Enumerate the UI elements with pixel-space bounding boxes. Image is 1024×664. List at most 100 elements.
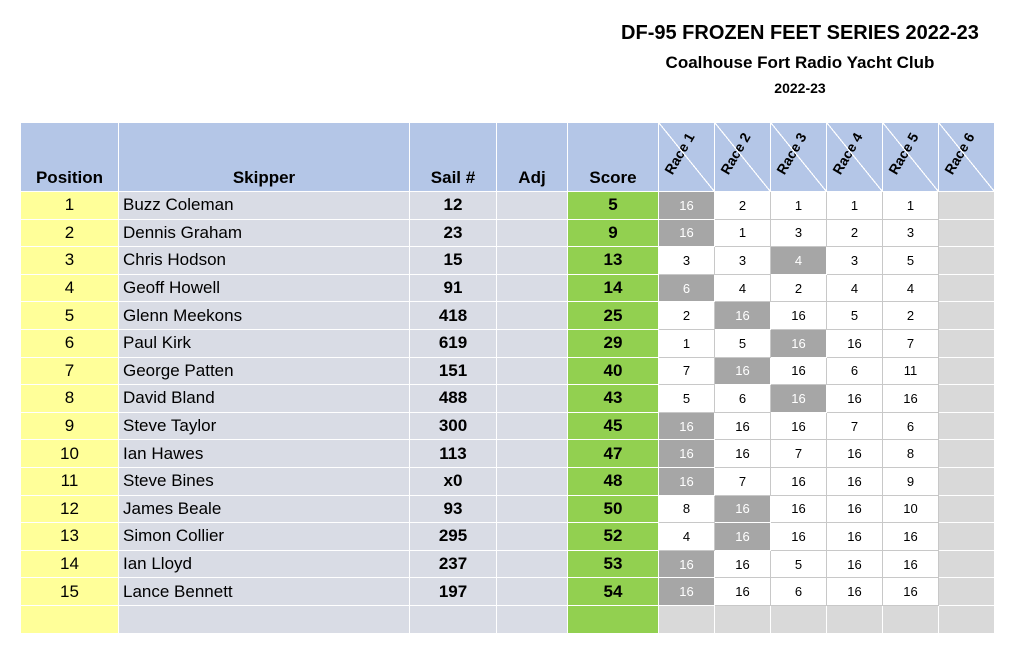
position-cell[interactable]: 15	[20, 577, 119, 606]
sail-number-cell[interactable]: x0	[409, 466, 497, 496]
sail-number-cell[interactable]: 300	[409, 411, 497, 441]
race-6-cell[interactable]	[938, 246, 995, 275]
race-3-cell[interactable]: 16	[770, 466, 827, 496]
race-2-cell[interactable]: 1	[714, 218, 771, 248]
race-1-cell[interactable]: 16	[658, 466, 715, 496]
race-4-cell[interactable]: 4	[826, 273, 883, 303]
skipper-cell[interactable]: Ian Lloyd	[118, 549, 410, 579]
skipper-cell[interactable]: Buzz Coleman	[118, 191, 410, 220]
adj-cell[interactable]	[496, 494, 568, 524]
race-5-cell[interactable]: 7	[882, 328, 939, 358]
column-header-race-1[interactable]: Race 1	[658, 122, 715, 192]
race-6-cell[interactable]	[938, 549, 995, 579]
adj-cell[interactable]	[496, 411, 568, 441]
skipper-cell[interactable]: George Patten	[118, 356, 410, 386]
race-6-cell[interactable]	[938, 439, 995, 468]
race-1-cell[interactable]: 5	[658, 384, 715, 413]
score-cell[interactable]	[567, 604, 659, 634]
race-4-cell[interactable]: 16	[826, 549, 883, 579]
adj-cell[interactable]	[496, 466, 568, 496]
race-5-cell[interactable]: 16	[882, 384, 939, 413]
position-cell[interactable]: 5	[20, 301, 119, 330]
race-5-cell[interactable]: 4	[882, 273, 939, 303]
race-2-cell[interactable]: 16	[714, 411, 771, 441]
score-cell[interactable]: 14	[567, 273, 659, 303]
race-2-cell[interactable]: 16	[714, 494, 771, 524]
race-1-cell[interactable]: 2	[658, 301, 715, 330]
skipper-cell[interactable]: Lance Bennett	[118, 577, 410, 606]
table-row[interactable]: 8 David Bland 488 43 5 6 16 16 16	[20, 384, 995, 413]
race-4-cell[interactable]: 1	[826, 191, 883, 220]
skipper-cell[interactable]: Simon Collier	[118, 522, 410, 551]
score-cell[interactable]: 52	[567, 522, 659, 551]
race-1-cell[interactable]: 1	[658, 328, 715, 358]
race-4-cell[interactable]: 16	[826, 466, 883, 496]
race-4-cell[interactable]: 16	[826, 522, 883, 551]
race-5-cell[interactable]: 8	[882, 439, 939, 468]
score-cell[interactable]: 43	[567, 384, 659, 413]
adj-cell[interactable]	[496, 218, 568, 248]
race-3-cell[interactable]	[770, 604, 827, 634]
race-1-cell[interactable]: 7	[658, 356, 715, 386]
race-4-cell[interactable]: 5	[826, 301, 883, 330]
race-3-cell[interactable]: 4	[770, 246, 827, 275]
race-4-cell[interactable]: 16	[826, 439, 883, 468]
sail-number-cell[interactable]: 113	[409, 439, 497, 468]
score-cell[interactable]: 29	[567, 328, 659, 358]
position-cell[interactable]: 6	[20, 328, 119, 358]
race-3-cell[interactable]: 2	[770, 273, 827, 303]
race-6-cell[interactable]	[938, 301, 995, 330]
score-cell[interactable]: 5	[567, 191, 659, 220]
race-2-cell[interactable]: 5	[714, 328, 771, 358]
race-2-cell[interactable]: 2	[714, 191, 771, 220]
race-3-cell[interactable]: 5	[770, 549, 827, 579]
adj-cell[interactable]	[496, 246, 568, 275]
position-cell[interactable]: 14	[20, 549, 119, 579]
table-row[interactable]: 4 Geoff Howell 91 14 6 4 2 4 4	[20, 273, 995, 303]
race-3-cell[interactable]: 16	[770, 328, 827, 358]
table-row[interactable]: 13 Simon Collier 295 52 4 16 16 16 16	[20, 522, 995, 551]
adj-cell[interactable]	[496, 191, 568, 220]
race-1-cell[interactable]: 16	[658, 439, 715, 468]
table-row[interactable]: 6 Paul Kirk 619 29 1 5 16 16 7	[20, 328, 995, 358]
race-6-cell[interactable]	[938, 604, 995, 634]
race-1-cell[interactable]	[658, 604, 715, 634]
table-row[interactable]: 12 James Beale 93 50 8 16 16 16 10	[20, 494, 995, 524]
adj-cell[interactable]	[496, 328, 568, 358]
race-2-cell[interactable]: 16	[714, 577, 771, 606]
race-2-cell[interactable]: 4	[714, 273, 771, 303]
race-6-cell[interactable]	[938, 218, 995, 248]
adj-cell[interactable]	[496, 549, 568, 579]
race-6-cell[interactable]	[938, 411, 995, 441]
sail-number-cell[interactable]: 93	[409, 494, 497, 524]
adj-cell[interactable]	[496, 522, 568, 551]
sail-number-cell[interactable]: 15	[409, 246, 497, 275]
race-1-cell[interactable]: 6	[658, 273, 715, 303]
race-2-cell[interactable]: 7	[714, 466, 771, 496]
race-3-cell[interactable]: 16	[770, 522, 827, 551]
race-3-cell[interactable]: 16	[770, 384, 827, 413]
score-cell[interactable]: 25	[567, 301, 659, 330]
race-3-cell[interactable]: 16	[770, 411, 827, 441]
race-3-cell[interactable]: 6	[770, 577, 827, 606]
column-header-race-5[interactable]: Race 5	[882, 122, 939, 192]
position-cell[interactable]: 3	[20, 246, 119, 275]
position-cell[interactable]: 12	[20, 494, 119, 524]
score-cell[interactable]: 9	[567, 218, 659, 248]
race-5-cell[interactable]: 6	[882, 411, 939, 441]
race-3-cell[interactable]: 16	[770, 494, 827, 524]
race-5-cell[interactable]: 16	[882, 549, 939, 579]
table-row[interactable]: 7 George Patten 151 40 7 16 16 6 11	[20, 356, 995, 386]
race-2-cell[interactable]: 16	[714, 439, 771, 468]
race-4-cell[interactable]: 3	[826, 246, 883, 275]
skipper-cell[interactable]: David Bland	[118, 384, 410, 413]
score-cell[interactable]: 53	[567, 549, 659, 579]
adj-cell[interactable]	[496, 273, 568, 303]
race-1-cell[interactable]: 16	[658, 577, 715, 606]
position-cell[interactable]: 9	[20, 411, 119, 441]
race-5-cell[interactable]: 10	[882, 494, 939, 524]
race-5-cell[interactable]: 16	[882, 522, 939, 551]
sail-number-cell[interactable]: 23	[409, 218, 497, 248]
position-cell[interactable]: 8	[20, 384, 119, 413]
sail-number-cell[interactable]: 418	[409, 301, 497, 330]
